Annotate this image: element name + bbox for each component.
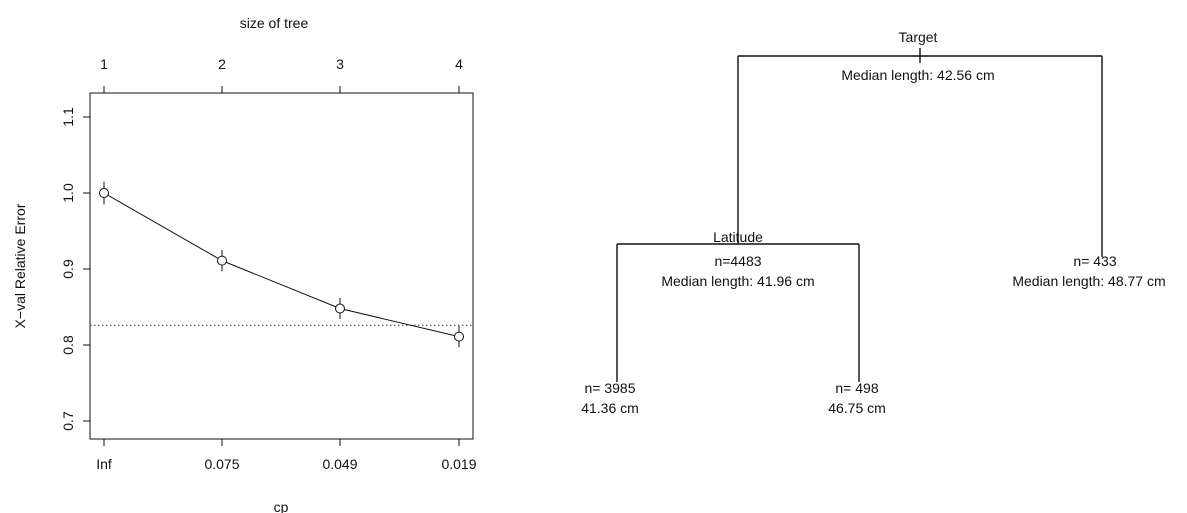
- top-tick-label-2: 2: [218, 56, 226, 72]
- cv-error-line: [103, 192, 460, 338]
- middle-leaf-median: 46.75 cm: [828, 400, 886, 416]
- left-leaf-count: n= 3985: [585, 380, 636, 396]
- x-tick-label-2: 0.049: [322, 456, 357, 472]
- y-tick-label-2: 0.9: [60, 259, 76, 279]
- x-tick-label-1: 0.075: [204, 456, 239, 472]
- x-tick-label-0: Inf: [96, 456, 112, 472]
- data-point-3: [335, 303, 345, 314]
- bottom-axis: Inf 0.075 0.049 0.019: [96, 438, 477, 472]
- top-axis: 1 2 3 4: [100, 56, 463, 94]
- top-tick-label-3: 3: [336, 56, 344, 72]
- data-point-2: [217, 255, 227, 266]
- root-split-label: Target: [899, 29, 938, 45]
- regression-tree: Target Median length: 42.56 cm Latitude …: [581, 29, 1165, 416]
- data-points: [99, 181, 464, 348]
- root-median: Median length: 42.56 cm: [841, 67, 994, 83]
- middle-leaf-count: n= 498: [835, 380, 878, 396]
- data-point-1: [99, 188, 109, 198]
- right-leaf-median: Median length: 48.77 cm: [1012, 273, 1165, 289]
- root-split-line: [737, 55, 1103, 257]
- x-tick-label-3: 0.019: [441, 456, 476, 472]
- top-axis-label: size of tree: [240, 15, 309, 31]
- y-tick-label-4: 1.1: [60, 107, 76, 127]
- data-point-4: [454, 331, 464, 342]
- latitude-split-line: [616, 243, 860, 382]
- left-leaf-median: 41.36 cm: [581, 400, 639, 416]
- y-tick-label-0: 0.7: [60, 411, 76, 431]
- x-axis-label: cp: [274, 499, 289, 513]
- right-leaf-count: n= 433: [1073, 253, 1116, 269]
- y-tick-label-1: 0.8: [60, 335, 76, 355]
- cv-error-plot: size of tree 1 2 3 4 Inf 0.075 0.049 0.019 0.7…: [12, 15, 477, 513]
- top-tick-label-1: 1: [100, 56, 108, 72]
- y-axis: 0.7 0.8 0.9 1.0 1.1: [60, 107, 91, 431]
- y-tick-label-3: 1.0: [60, 183, 76, 203]
- top-tick-label-4: 4: [455, 56, 463, 72]
- latitude-split-label: Latitude: [713, 229, 763, 245]
- y-axis-label: X−val Relative Error: [12, 203, 28, 328]
- latitude-node-median: Median length: 41.96 cm: [661, 273, 814, 289]
- plot-frame: [89, 92, 474, 440]
- latitude-node-count: n=4483: [714, 253, 761, 269]
